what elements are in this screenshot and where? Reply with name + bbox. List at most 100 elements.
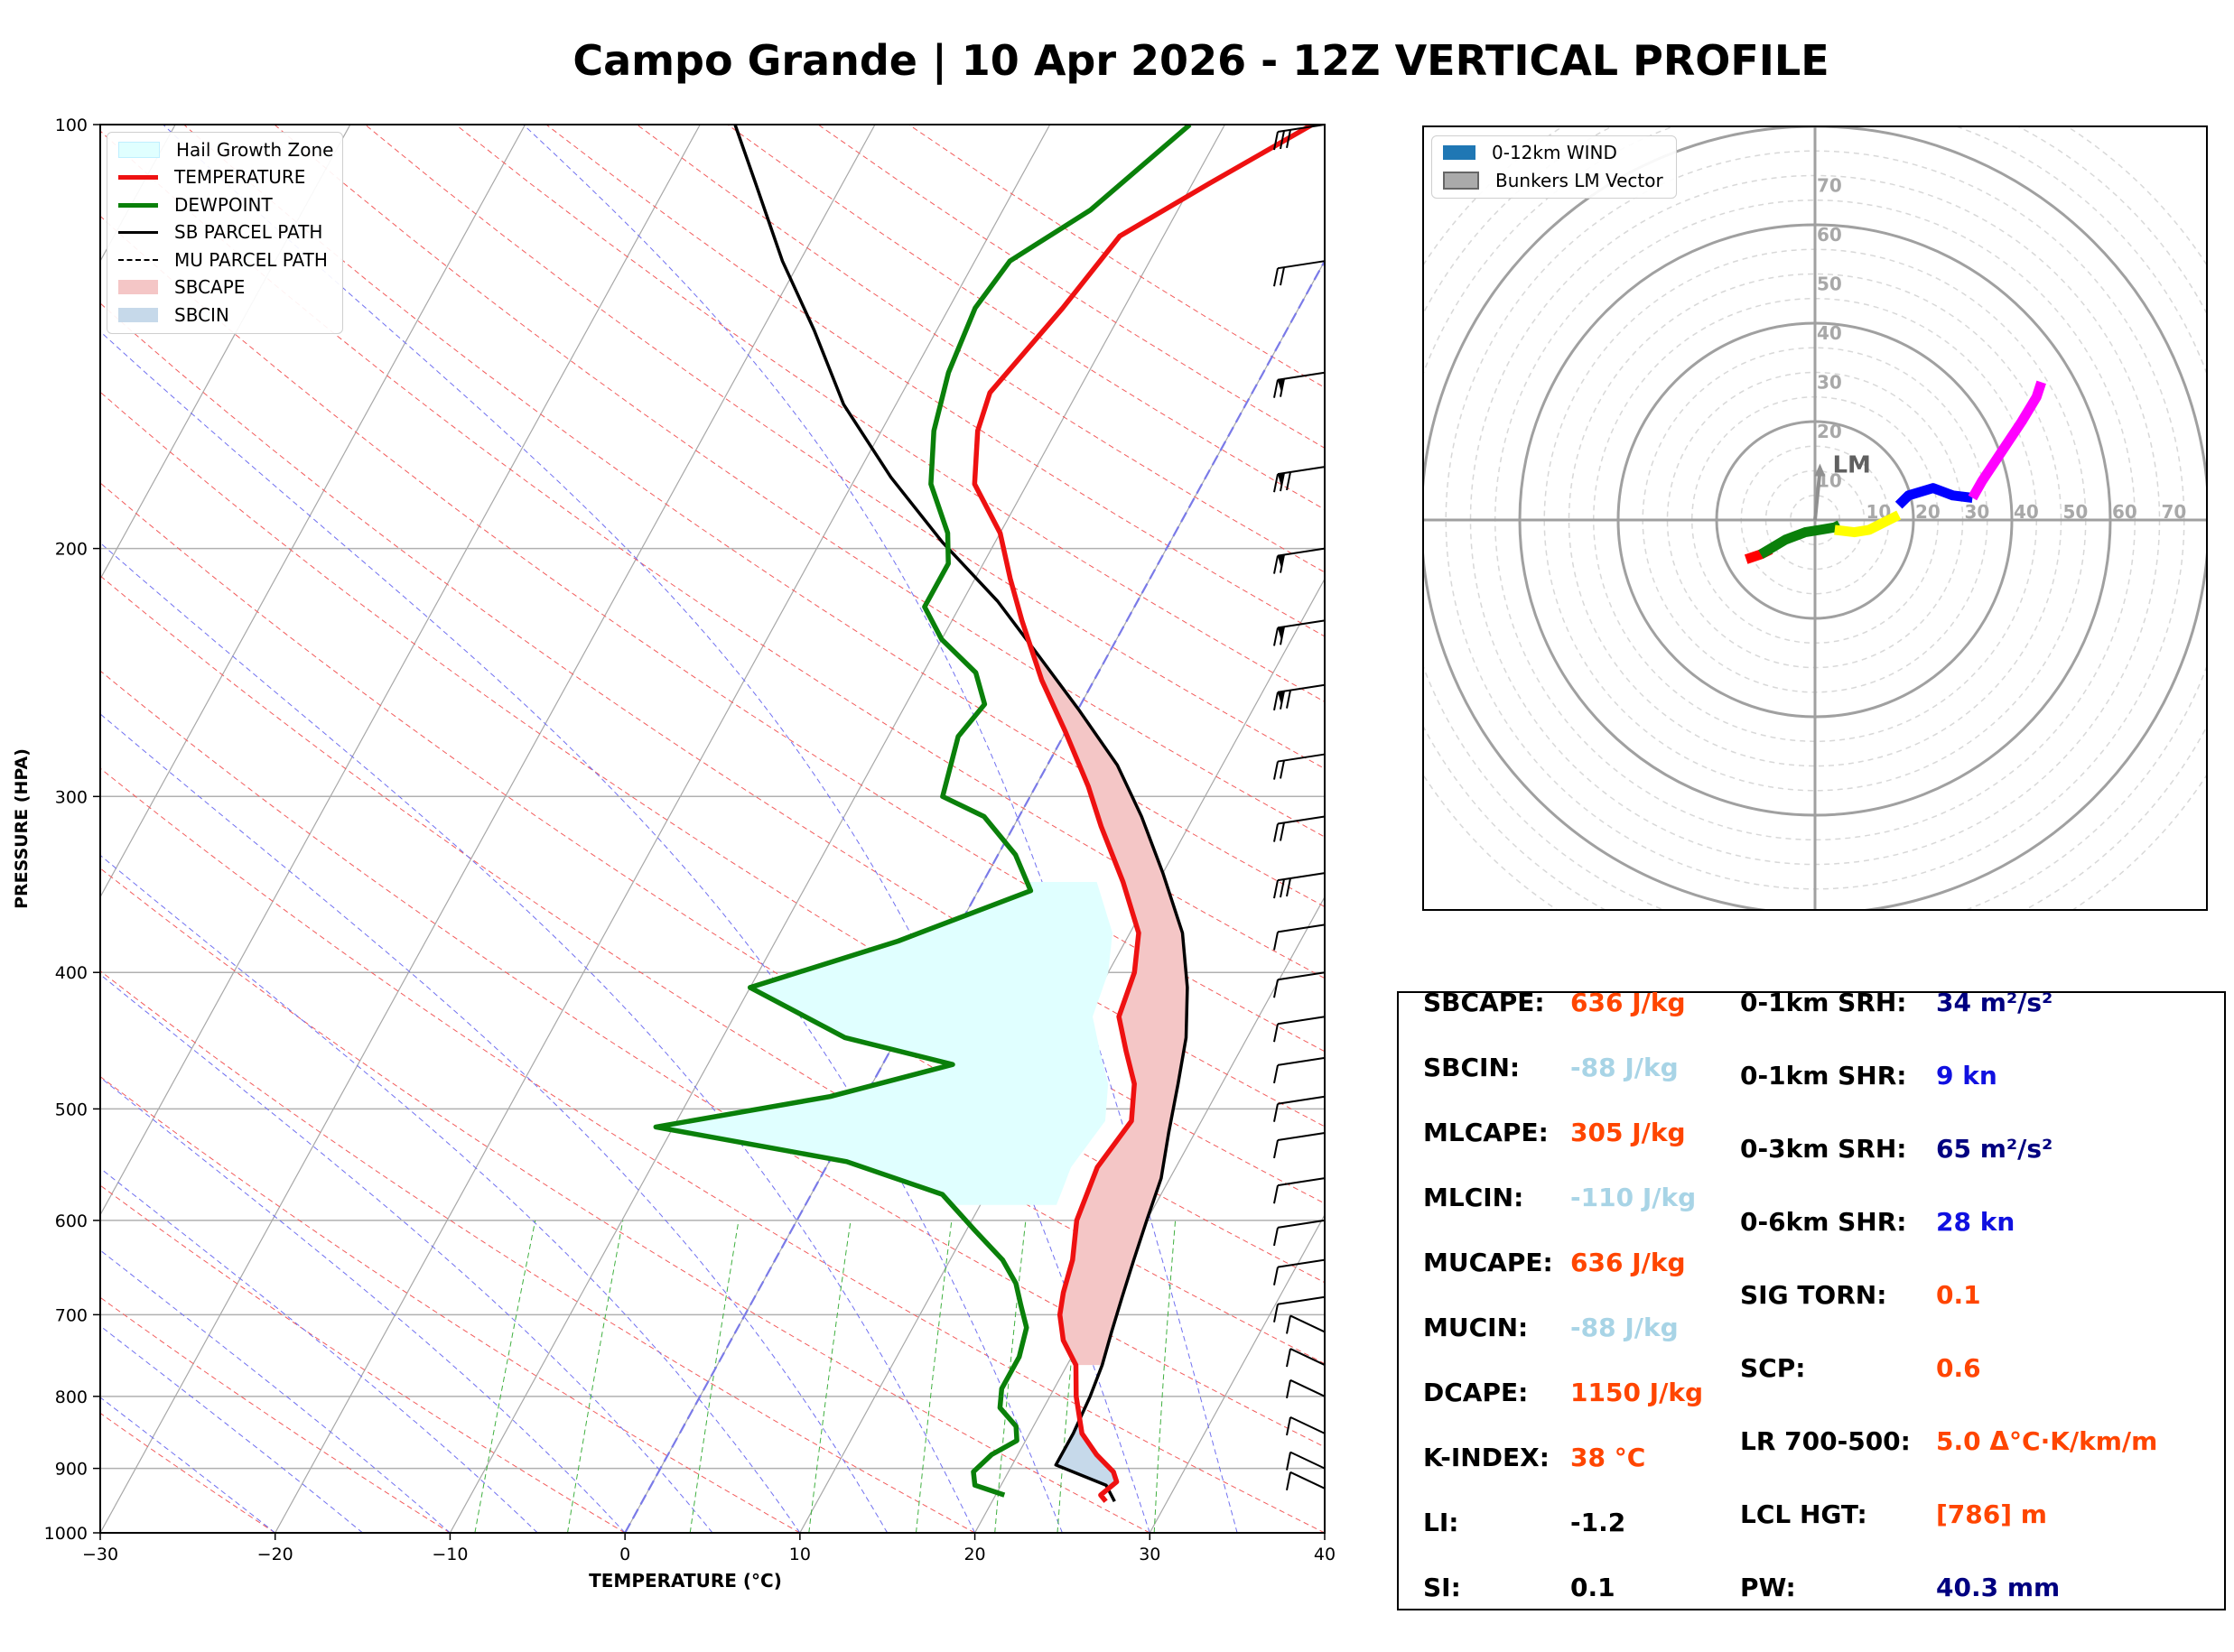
stat-value-scp: 0.6 <box>1936 1353 1981 1383</box>
hodograph-ring <box>1494 200 2136 840</box>
dry-adiabat <box>100 575 1325 1365</box>
stat-value-mucin: -88 J/kg <box>1570 1313 1679 1342</box>
wind-barb <box>1273 971 1326 998</box>
wind-barb <box>1273 371 1326 398</box>
stat-label-sbcape: SBCAPE: <box>1423 988 1545 1017</box>
wind-barb <box>1273 1131 1326 1159</box>
wind-barb <box>1273 1219 1326 1247</box>
stat-label-mucape: MUCAPE: <box>1423 1248 1553 1277</box>
wind-barb <box>1286 1415 1326 1436</box>
legend-temperature: TEMPERATURE <box>174 166 306 188</box>
hodograph-ring <box>1423 126 2207 910</box>
y-tick-label: 500 <box>55 1100 88 1119</box>
ring-label-x: 10 <box>1866 501 1892 523</box>
dry-adiabat <box>455 125 1325 703</box>
legend-sbcape: SBCAPE <box>174 276 246 298</box>
chart-title: Campo Grande | 10 Apr 2026 - 12Z VERTICA… <box>572 36 1829 85</box>
wind-barb <box>1273 260 1326 287</box>
wind-barb <box>1273 466 1326 493</box>
mixing-ratio-line <box>1153 1220 1177 1533</box>
hail-swatch <box>118 142 160 158</box>
x-tick-label: −10 <box>432 1545 468 1564</box>
moist-adiabat <box>100 973 713 1533</box>
mixing-ratio-line <box>808 1220 852 1533</box>
wind-barb <box>1273 1258 1326 1285</box>
dry-adiabat <box>100 1184 626 1533</box>
hodograph-ring <box>1423 126 2207 910</box>
hodograph-ring <box>1543 248 2087 792</box>
moist-adiabat <box>100 1167 538 1533</box>
hodograph-ring <box>1568 273 2062 767</box>
skewt-frame <box>99 124 1326 1534</box>
isotherm-line <box>100 125 876 1533</box>
stat-value-mucape: 636 J/kg <box>1570 1248 1686 1277</box>
mixing-ratio-line <box>916 1220 953 1533</box>
stat-value-sigtorn: 0.1 <box>1936 1280 1981 1310</box>
y-tick-label: 1000 <box>44 1524 88 1544</box>
dry-adiabat <box>100 670 1325 1448</box>
y-tick-label: 800 <box>55 1387 88 1407</box>
stat-label-shr06: 0-6km SHR: <box>1740 1207 1907 1237</box>
sbcape-area <box>1011 584 1187 1366</box>
moist-adiabat <box>100 1249 451 1533</box>
wind-barb <box>1273 1295 1326 1323</box>
legend-sb-parcel: SB PARCEL PATH <box>174 221 323 243</box>
hodograph-segment <box>1834 510 1902 538</box>
ring-label-x: 50 <box>2063 501 2089 523</box>
stat-value-srh03: 65 m²/s² <box>1936 1134 2053 1164</box>
wind-barb <box>1273 1016 1326 1043</box>
ring-label-y: 50 <box>1817 274 1842 295</box>
hodograph-ring <box>1445 150 2185 890</box>
ring-label-y: 20 <box>1817 421 1842 442</box>
dry-adiabat <box>100 130 1325 979</box>
x-tick-label: −30 <box>82 1545 118 1564</box>
stat-label-li: LI: <box>1423 1508 1459 1537</box>
hodograph-ring <box>1423 126 2207 910</box>
wind-barb <box>1286 1471 1326 1491</box>
isotherm-line <box>100 125 701 1217</box>
dry-adiabat <box>100 1296 451 1533</box>
hodograph-ring <box>1469 174 2161 866</box>
wind-barb <box>1273 683 1326 710</box>
dewpoint-swatch <box>118 202 158 208</box>
hodograph-segment <box>1968 380 2046 501</box>
dry-adiabat <box>100 868 1150 1533</box>
dry-adiabat <box>545 125 1325 637</box>
isotherm-line <box>1324 1531 1325 1533</box>
wind-barb <box>1273 1095 1326 1122</box>
mu-parcel-swatch <box>118 259 158 261</box>
legend-bunkers: Bunkers LM Vector <box>1495 170 1663 191</box>
isotherm-line <box>100 125 526 898</box>
y-tick-label: 400 <box>55 963 88 983</box>
stat-label-pw: PW: <box>1740 1573 1796 1602</box>
hodograph-ring <box>1616 321 2014 719</box>
y-tick-label: 900 <box>55 1460 88 1480</box>
dry-adiabat <box>100 767 1325 1533</box>
stat-label-lcl: LCL HGT: <box>1740 1499 1867 1529</box>
mixing-ratio-line <box>567 1220 624 1533</box>
hodograph-ring <box>1691 396 1939 644</box>
wind-barb <box>1286 1314 1326 1334</box>
ring-label-x: 30 <box>1965 501 1990 523</box>
legend-wind: 0-12km WIND <box>1492 142 1617 163</box>
dry-adiabat <box>100 302 1325 1128</box>
wind-barb <box>1273 815 1326 842</box>
stat-label-shr01: 0-1km SHR: <box>1740 1061 1907 1091</box>
moist-adiabat <box>100 713 889 1533</box>
stat-value-li: -1.2 <box>1570 1508 1626 1537</box>
stat-value-lr: 5.0 Δ°C·K/km/m <box>1936 1426 2158 1456</box>
hodograph-segment <box>1758 520 1842 559</box>
wind-barb <box>1273 547 1326 574</box>
stat-value-shr06: 28 kn <box>1936 1207 2015 1237</box>
hodograph-frame <box>1422 125 2208 911</box>
bunkers-lm-arrowhead <box>1814 463 1826 477</box>
hodograph-ring <box>1642 347 1988 693</box>
hodograph-ring <box>1790 495 1840 545</box>
lm-label: LM <box>1832 452 1870 479</box>
stat-value-shr01: 9 kn <box>1936 1061 1997 1091</box>
stat-label-sbcin: SBCIN: <box>1423 1053 1521 1082</box>
hail-growth-zone <box>656 882 1112 1205</box>
ring-label-x: 70 <box>2162 501 2187 523</box>
stat-label-si: SI: <box>1423 1573 1461 1602</box>
